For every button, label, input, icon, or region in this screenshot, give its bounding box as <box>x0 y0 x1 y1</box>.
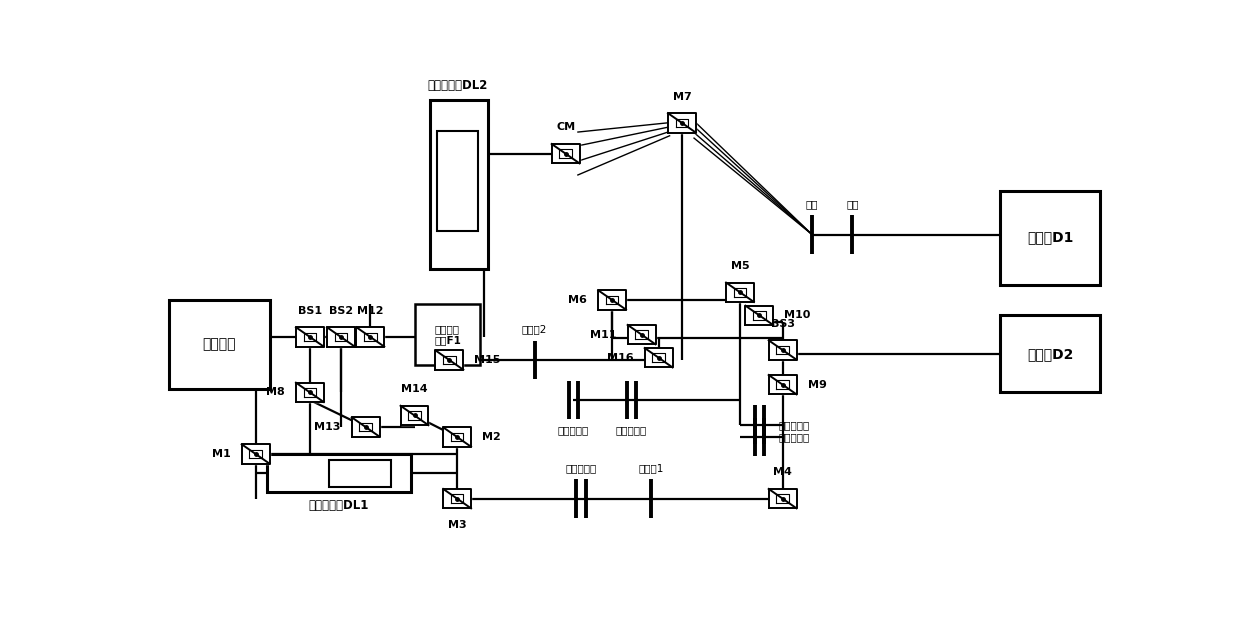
Text: M8: M8 <box>266 387 285 397</box>
Polygon shape <box>551 144 580 164</box>
Text: 光阑: 光阑 <box>846 199 859 209</box>
Polygon shape <box>768 489 797 509</box>
Text: BS1: BS1 <box>297 305 322 316</box>
Polygon shape <box>768 341 797 360</box>
Text: 第二偏振片: 第二偏振片 <box>616 426 647 436</box>
Text: M10: M10 <box>784 311 810 320</box>
Polygon shape <box>327 327 354 346</box>
Text: M11: M11 <box>590 330 617 340</box>
Text: 光源模块: 光源模块 <box>202 337 235 351</box>
Text: M15: M15 <box>475 355 501 365</box>
Polygon shape <box>644 348 673 367</box>
Text: M5: M5 <box>731 261 750 271</box>
Polygon shape <box>598 290 626 310</box>
Text: M1: M1 <box>212 449 230 459</box>
Polygon shape <box>768 375 797 394</box>
Text: 光学延迟线DL1: 光学延迟线DL1 <box>309 498 369 512</box>
Text: M3: M3 <box>447 520 466 530</box>
Text: M16: M16 <box>607 353 633 363</box>
Text: 斩波器1: 斩波器1 <box>638 463 664 473</box>
Text: BS3: BS3 <box>771 319 794 328</box>
Text: 光道滤波
模块F1: 光道滤波 模块F1 <box>434 324 461 346</box>
Polygon shape <box>746 305 773 325</box>
Polygon shape <box>668 113 696 132</box>
Text: 第一半波片: 第一半波片 <box>779 432 810 442</box>
Polygon shape <box>435 350 463 370</box>
Text: M12: M12 <box>357 305 384 316</box>
Text: M9: M9 <box>808 380 826 390</box>
Text: 色散补偿片: 色散补偿片 <box>565 463 597 473</box>
Text: 光谱仪D1: 光谱仪D1 <box>1027 231 1073 245</box>
Polygon shape <box>242 444 270 464</box>
Text: 光谱仪D2: 光谱仪D2 <box>1027 347 1073 361</box>
Bar <box>169 300 270 389</box>
Bar <box>268 454 410 493</box>
Text: 光学延迟线DL2: 光学延迟线DL2 <box>427 79 487 92</box>
Text: 样品: 样品 <box>805 199 818 209</box>
Polygon shape <box>444 489 471 509</box>
Polygon shape <box>352 417 379 436</box>
Text: M13: M13 <box>315 422 341 432</box>
Text: M14: M14 <box>401 384 427 394</box>
Text: 第一偏振片: 第一偏振片 <box>779 420 810 429</box>
Polygon shape <box>357 327 384 346</box>
Text: CM: CM <box>556 122 575 132</box>
Text: 斩波器2: 斩波器2 <box>522 325 548 335</box>
Text: 第二半波片: 第二半波片 <box>558 426 589 436</box>
Polygon shape <box>400 406 429 425</box>
Text: BS2: BS2 <box>328 305 353 316</box>
Polygon shape <box>628 325 655 344</box>
Polygon shape <box>444 427 471 447</box>
Text: M2: M2 <box>482 432 501 442</box>
Text: M6: M6 <box>569 295 587 305</box>
Bar <box>437 130 478 231</box>
Polygon shape <box>296 383 323 402</box>
Polygon shape <box>296 327 323 346</box>
Bar <box>415 304 481 366</box>
Bar <box>430 100 488 269</box>
Bar <box>330 460 392 487</box>
Polygon shape <box>726 282 755 302</box>
Text: M4: M4 <box>773 467 792 477</box>
Bar <box>1000 190 1100 284</box>
Text: M7: M7 <box>673 91 691 102</box>
Bar <box>1000 316 1100 392</box>
